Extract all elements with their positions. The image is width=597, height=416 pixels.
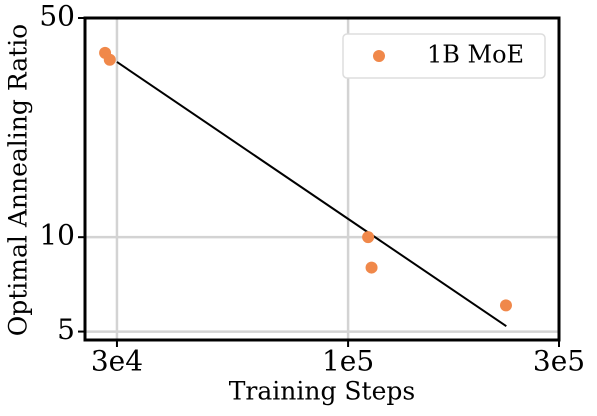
legend-box [342,33,546,79]
y-tick-label: 50 [39,0,75,33]
point [365,261,378,274]
y-tick-label: 10 [39,219,75,252]
x-tick-label: 3e5 [533,345,585,378]
legend-marker [373,50,385,62]
plot-frame [83,16,561,342]
point [499,299,512,312]
fit-line [116,61,507,328]
y-tick-label: 5 [57,313,75,346]
point [103,53,116,66]
legend-label: 1B MoE [427,41,524,69]
y-axis-label: Optimal Annealing Ratio [4,24,33,337]
point [362,231,375,244]
x-axis-label: Training Steps [229,377,415,406]
x-tick-label: 1e5 [322,345,374,378]
x-tick-label: 3e4 [91,345,143,378]
